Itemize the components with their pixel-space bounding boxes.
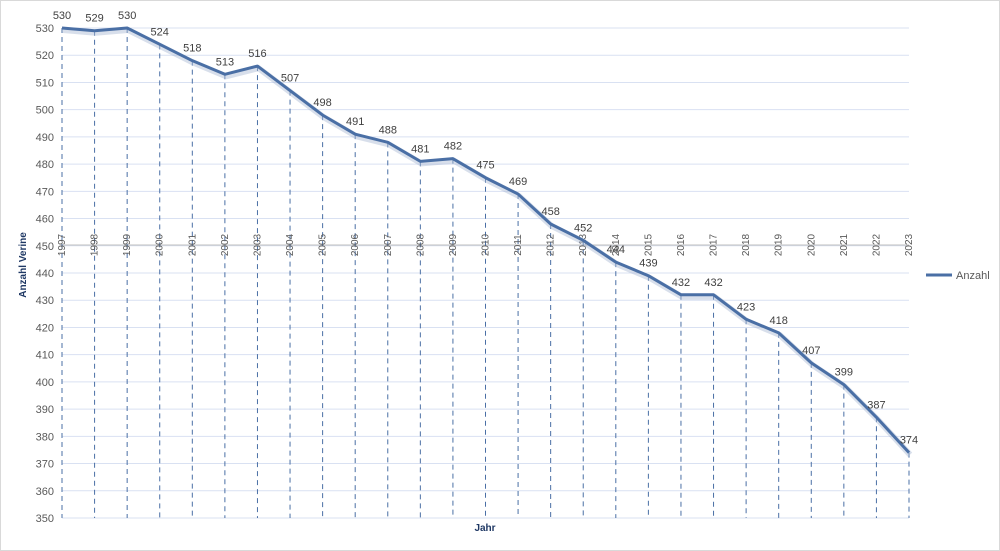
data-label-2011: 469 xyxy=(509,176,527,188)
y-tick-label-530: 530 xyxy=(36,23,54,35)
data-label-2022: 387 xyxy=(867,399,885,411)
x-tick-label-2002: 2002 xyxy=(220,233,231,256)
legend-label-anzahl: Anzahl xyxy=(956,270,990,282)
x-tick-label-2019: 2019 xyxy=(774,233,785,256)
x-tick-label-2014: 2014 xyxy=(611,233,622,256)
data-label-2009: 482 xyxy=(444,141,462,153)
x-tick-label-2021: 2021 xyxy=(839,233,850,256)
data-label-2018: 423 xyxy=(737,301,755,313)
y-axis-title: Anzahl Verine xyxy=(18,232,29,298)
data-label-2000: 524 xyxy=(151,26,169,38)
y-tick-label-410: 410 xyxy=(36,350,54,362)
x-tick-label-2010: 2010 xyxy=(481,233,492,256)
y-tick-label-350: 350 xyxy=(36,513,54,525)
x-tick-label-2001: 2001 xyxy=(187,233,198,256)
y-tick-label-380: 380 xyxy=(36,431,54,443)
x-tick-label-2015: 2015 xyxy=(643,233,654,256)
y-tick-label-440: 440 xyxy=(36,268,54,280)
x-tick-label-2018: 2018 xyxy=(741,233,752,256)
data-label-2023: 374 xyxy=(900,435,918,447)
x-axis-title: Jahr xyxy=(474,523,495,534)
x-tick-label-2003: 2003 xyxy=(252,233,263,256)
x-tick-label-2006: 2006 xyxy=(350,233,361,256)
y-tick-label-400: 400 xyxy=(36,377,54,389)
x-tick-label-2017: 2017 xyxy=(709,233,720,256)
data-label-1998: 529 xyxy=(85,13,103,25)
data-label-2016: 432 xyxy=(672,277,690,289)
data-labels: 530 529 530 524 518 513 516 507 498 491 488 481 482 4… xyxy=(53,10,918,447)
data-label-2014: 444 xyxy=(607,244,625,256)
y-tick-label-430: 430 xyxy=(36,295,54,307)
data-label-2019: 418 xyxy=(770,315,788,327)
x-tick-label-1998: 1998 xyxy=(90,233,101,256)
y-tick-label-370: 370 xyxy=(36,459,54,471)
data-label-2020: 407 xyxy=(802,345,820,357)
x-tick-label-2016: 2016 xyxy=(676,233,687,256)
data-label-2015: 439 xyxy=(639,258,657,270)
series-layer xyxy=(61,26,913,457)
x-tick-label-2013: 2013 xyxy=(578,233,589,256)
y-tick-label-360: 360 xyxy=(36,486,54,498)
x-tick-label-2020: 2020 xyxy=(806,233,817,256)
data-label-2013: 452 xyxy=(574,222,592,234)
y-tick-label-450: 450 xyxy=(36,241,54,253)
x-tick-label-2007: 2007 xyxy=(383,233,394,256)
x-tick-label-2009: 2009 xyxy=(448,233,459,256)
x-tick-label-2004: 2004 xyxy=(285,233,296,256)
data-label-2004: 507 xyxy=(281,73,299,85)
data-label-2001: 518 xyxy=(183,43,201,55)
drop-lines xyxy=(61,28,910,518)
y-tick-label-500: 500 xyxy=(36,105,54,117)
x-axis-ticks: 1997 1998 1999 2000 2001 2002 2003 2004 2005 2006… xyxy=(57,233,915,256)
data-label-2008: 481 xyxy=(411,143,429,155)
y-tick-label-480: 480 xyxy=(36,159,54,171)
gridlines xyxy=(62,27,909,519)
data-label-2002: 513 xyxy=(216,56,234,68)
x-tick-label-2005: 2005 xyxy=(318,233,329,256)
data-label-2005: 498 xyxy=(313,97,331,109)
x-tick-label-2000: 2000 xyxy=(155,233,166,256)
data-label-2012: 458 xyxy=(541,206,559,218)
y-axis-ticks: 350 360 370 380 390 400 410 420 430 440 450 460 470 4… xyxy=(36,23,54,525)
x-tick-label-2022: 2022 xyxy=(871,233,882,256)
y-tick-label-510: 510 xyxy=(36,77,54,89)
y-tick-label-420: 420 xyxy=(36,322,54,334)
data-label-2007: 488 xyxy=(379,124,397,136)
y-tick-label-520: 520 xyxy=(36,50,54,62)
x-tick-label-2008: 2008 xyxy=(415,233,426,256)
data-label-2017: 432 xyxy=(704,277,722,289)
data-label-2021: 399 xyxy=(835,367,853,379)
y-tick-label-470: 470 xyxy=(36,186,54,198)
y-tick-label-390: 390 xyxy=(36,404,54,416)
x-tick-label-2011: 2011 xyxy=(513,234,524,256)
x-tick-label-1999: 1999 xyxy=(122,233,133,256)
series-line-anzahl xyxy=(61,26,911,454)
data-label-1999: 530 xyxy=(118,10,136,22)
x-tick-label-1997: 1997 xyxy=(57,233,68,256)
y-tick-label-460: 460 xyxy=(36,214,54,226)
x-tick-label-2012: 2012 xyxy=(546,233,557,256)
data-label-2006: 491 xyxy=(346,116,364,128)
data-label-2010: 475 xyxy=(476,160,494,172)
legend: Anzahl xyxy=(926,270,990,282)
y-tick-label-490: 490 xyxy=(36,132,54,144)
data-label-2003: 516 xyxy=(248,48,266,60)
x-tick-label-2023: 2023 xyxy=(904,233,915,256)
data-label-1997: 530 xyxy=(53,10,71,22)
